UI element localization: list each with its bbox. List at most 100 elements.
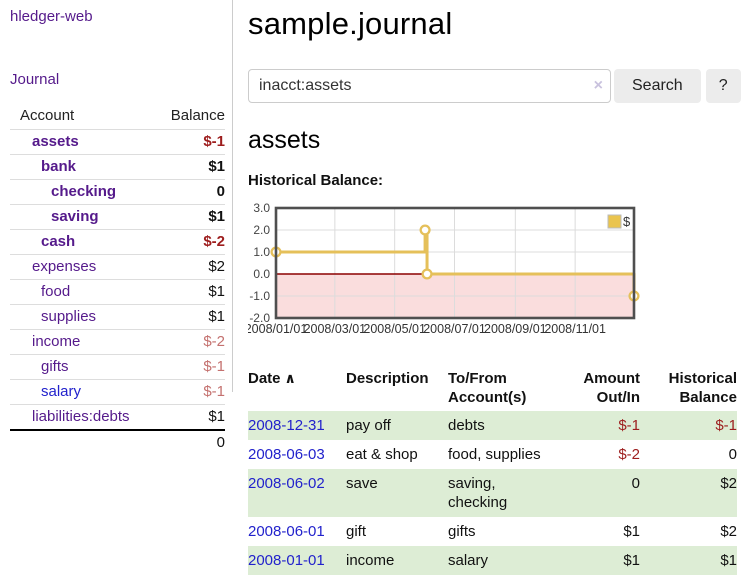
account-link[interactable]: cash bbox=[41, 233, 76, 250]
account-row: bank $1 bbox=[10, 154, 225, 180]
account-link[interactable]: expenses bbox=[32, 258, 97, 275]
accounts-table: Account Balance assets $-1 bank $1 check… bbox=[10, 103, 225, 455]
transaction-balance: $-1 bbox=[715, 417, 737, 434]
transaction-amount: 0 bbox=[631, 475, 640, 492]
transaction-date-link[interactable]: 2008-12-31 bbox=[248, 417, 325, 434]
account-balance: $1 bbox=[208, 158, 225, 175]
transaction-row: 2008-06-01 gift gifts $1 $2 bbox=[248, 517, 737, 546]
legend-label: $ bbox=[623, 214, 631, 229]
transaction-balance: 0 bbox=[728, 446, 737, 463]
account-balance: $-1 bbox=[203, 383, 225, 400]
account-link[interactable]: saving bbox=[51, 208, 99, 225]
account-row: checking 0 bbox=[10, 179, 225, 205]
account-balance: $1 bbox=[208, 208, 225, 225]
accounts-col-account: Account bbox=[20, 107, 75, 124]
account-row: gifts $-1 bbox=[10, 354, 225, 380]
transaction-description: gift bbox=[346, 523, 367, 540]
legend-swatch bbox=[607, 214, 622, 229]
register-account-heading: assets bbox=[248, 126, 321, 154]
transaction-description: pay off bbox=[346, 417, 391, 434]
page-title: sample.journal bbox=[248, 6, 453, 41]
transaction-amount: $1 bbox=[623, 523, 640, 540]
account-row: income $-2 bbox=[10, 329, 225, 355]
transaction-balance: $1 bbox=[720, 552, 737, 569]
account-link[interactable]: liabilities:debts bbox=[32, 408, 130, 425]
journal-nav-link[interactable]: Journal bbox=[10, 71, 60, 88]
transaction-row: 2008-06-03 eat & shop food, supplies $-2… bbox=[248, 440, 737, 469]
account-link[interactable]: salary bbox=[41, 383, 82, 400]
transaction-accounts: debts bbox=[448, 417, 485, 434]
account-row: assets $-1 bbox=[10, 129, 225, 155]
account-balance: $-2 bbox=[203, 233, 225, 250]
register-col-accounts: To/From Account(s) bbox=[448, 370, 527, 406]
x-axis-tick-label: 2008/07/01 bbox=[423, 322, 486, 336]
clear-search-icon[interactable]: × bbox=[593, 77, 603, 94]
app-brand-link[interactable]: hledger-web bbox=[10, 8, 93, 25]
chart-title: Historical Balance: bbox=[248, 172, 384, 189]
help-button[interactable]: ? bbox=[705, 69, 741, 103]
x-axis-tick-label: 2008/11/01 bbox=[544, 322, 606, 336]
transaction-amount: $-1 bbox=[618, 417, 640, 434]
accounts-col-balance: Balance bbox=[170, 107, 225, 124]
transaction-row: 2008-01-01 income salary $1 $1 bbox=[248, 546, 737, 575]
account-row: salary $-1 bbox=[10, 379, 225, 405]
transaction-accounts: gifts bbox=[448, 523, 476, 540]
sidebar: hledger-web Journal Account Balance asse… bbox=[0, 0, 233, 455]
account-link[interactable]: assets bbox=[32, 133, 79, 150]
account-row: cash $-2 bbox=[10, 229, 225, 255]
y-axis-tick-label: -2.0 bbox=[249, 311, 270, 325]
transaction-amount: $1 bbox=[623, 552, 640, 569]
transaction-description: income bbox=[346, 552, 395, 569]
register-table: Date ∧ Description To/From Account(s) Amo… bbox=[248, 365, 737, 575]
account-balance: 0 bbox=[216, 183, 225, 200]
x-axis-tick-label: 2008/03/01 bbox=[304, 322, 367, 336]
main-content: sample.journal × Search ? assets Histori… bbox=[245, 0, 742, 575]
account-balance: $1 bbox=[208, 283, 225, 300]
account-link[interactable]: gifts bbox=[41, 358, 69, 375]
chart-canvas: 3.0 2.0 1.0 0.0 -1.0 -2.02008/01/012008/03/01… bbox=[245, 201, 640, 336]
account-link[interactable]: food bbox=[41, 283, 71, 300]
transaction-description: eat & shop bbox=[346, 446, 418, 463]
register-col-balance: Historical Balance bbox=[668, 370, 737, 406]
transaction-amount: $-2 bbox=[618, 446, 640, 463]
search-box: × bbox=[248, 69, 611, 103]
account-link[interactable]: bank bbox=[41, 158, 77, 175]
transaction-description: save bbox=[346, 475, 378, 492]
account-balance: $1 bbox=[208, 408, 225, 425]
account-balance: $-1 bbox=[203, 133, 225, 150]
transaction-row: 2008-12-31 pay off debts $-1 $-1 bbox=[248, 411, 737, 440]
register-col-description: Description bbox=[346, 370, 429, 387]
account-balance: $1 bbox=[208, 308, 225, 325]
x-axis-tick-label: 2008/01/01 bbox=[248, 322, 307, 336]
x-axis-tick-label: 2008/05/01 bbox=[363, 322, 426, 336]
accounts-header-row: Account Balance bbox=[10, 103, 225, 130]
search-button[interactable]: Search bbox=[614, 69, 701, 103]
account-link[interactable]: income bbox=[32, 333, 81, 350]
plot-border bbox=[274, 206, 636, 320]
transaction-balance: $2 bbox=[720, 523, 737, 540]
transaction-date-link[interactable]: 2008-06-01 bbox=[248, 523, 325, 540]
account-row: liabilities:debts $1 bbox=[10, 404, 225, 431]
account-link[interactable]: supplies bbox=[41, 308, 97, 325]
register-col-amount: Amount Out/In bbox=[583, 370, 640, 406]
transaction-accounts: saving, checking bbox=[448, 475, 508, 511]
account-row: food $1 bbox=[10, 279, 225, 305]
historical-balance-chart: 3.0 2.0 1.0 0.0 -1.0 -2.0 2008/01/01 2008/03/01… bbox=[245, 198, 668, 343]
transaction-date-link[interactable]: 2008-06-03 bbox=[248, 446, 325, 463]
sort-asc-icon: ∧ bbox=[284, 370, 296, 386]
transaction-accounts: salary bbox=[448, 552, 489, 569]
search-bar: × Search ? bbox=[248, 69, 742, 103]
account-balance: $-2 bbox=[203, 333, 225, 350]
search-input[interactable] bbox=[248, 69, 611, 103]
y-axis-tick-label: 3.0 bbox=[253, 201, 270, 215]
account-row: expenses $2 bbox=[10, 254, 225, 280]
account-link[interactable]: checking bbox=[51, 183, 117, 200]
y-axis-tick-label: 2.0 bbox=[253, 223, 270, 237]
sidebar-divider bbox=[232, 0, 233, 392]
account-balance: $-1 bbox=[203, 358, 225, 375]
register-col-date[interactable]: Date ∧ bbox=[248, 370, 296, 387]
transaction-date-link[interactable]: 2008-01-01 bbox=[248, 552, 325, 569]
transaction-date-link[interactable]: 2008-06-02 bbox=[248, 475, 325, 492]
y-axis-tick-label: 1.0 bbox=[253, 245, 270, 259]
